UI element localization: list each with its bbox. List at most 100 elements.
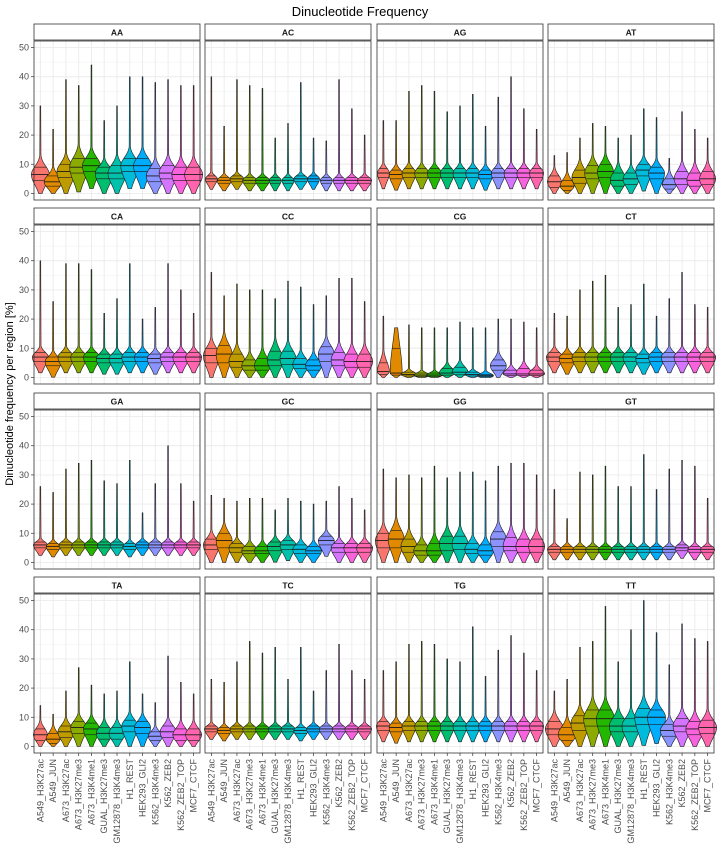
violin-gm12878_h3k4me3 <box>451 471 469 563</box>
y-tick-label: 20 <box>19 499 29 509</box>
facet-label: GA <box>111 397 124 407</box>
violin-a673_h3k27me3 <box>413 477 430 563</box>
x-tick-label: A673_H3K27ac <box>575 759 585 823</box>
violin-a549_h3k27ac <box>31 105 50 194</box>
facet-strip <box>204 576 372 594</box>
violin-hek293_gli2 <box>305 304 322 378</box>
violin-a673_h3k27ac <box>400 324 418 378</box>
violin-k562_zeb2_top <box>173 483 189 556</box>
facet-strip <box>33 207 201 225</box>
violin-h1_rest <box>634 600 654 746</box>
violin-k562_h3k4me3 <box>146 82 165 194</box>
x-tick-label: MCF7_CTCF <box>189 758 199 812</box>
x-tick-label: K562_ZEB2_TOP <box>347 759 357 831</box>
y-tick-label: 40 <box>19 72 29 82</box>
violin-gm12878_h3k4me3 <box>622 304 640 374</box>
facet-label: AT <box>626 28 638 38</box>
y-tick-label: 20 <box>19 130 29 140</box>
violin-mcf7_ctcf <box>700 497 715 561</box>
violin-a673_h3k27ac <box>571 289 589 374</box>
x-tick-label: GUAL_H3K27me3 <box>99 759 109 834</box>
facet-strip <box>547 23 715 41</box>
violin-a673_h3k4me1 <box>254 289 271 378</box>
violin-gual_h3k27me3 <box>266 298 284 378</box>
panel-border <box>376 40 544 201</box>
y-tick-label: 40 <box>19 441 29 451</box>
violin-a673_h3k4me1 <box>597 126 614 194</box>
y-tick-label: 10 <box>19 712 29 722</box>
violin-mcf7_ctcf <box>529 128 544 190</box>
violin-hek293_gli2 <box>647 632 666 744</box>
violin-k562_h3k4me3 <box>490 465 507 563</box>
violin-gm12878_h3k4me3 <box>281 123 295 192</box>
x-tick-label: A673_H3K27me3 <box>245 759 255 830</box>
violin-gual_h3k27me3 <box>438 477 456 563</box>
violin-a673_h3k27me3 <box>242 641 257 740</box>
violin-a673_h3k27me3 <box>413 327 431 378</box>
facet-strip <box>33 23 201 41</box>
violin-k562_h3k4me3 <box>491 649 506 743</box>
violin-h1_rest <box>293 82 309 190</box>
violin-a673_h3k4me1 <box>255 652 270 740</box>
facet-label: AG <box>454 28 467 38</box>
violin-a549_h3k27ac <box>377 315 390 378</box>
violin-h1_rest <box>464 471 482 563</box>
violin-h1_rest <box>465 626 481 743</box>
x-tick-label: K562_ZEB2_TOP <box>176 759 186 831</box>
violin-a673_h3k27ac <box>58 468 74 556</box>
panel-tc: TC <box>204 576 372 754</box>
violin-a673_h3k27me3 <box>241 289 258 378</box>
violin-k562_zeb2 <box>332 79 346 192</box>
violin-k562_zeb2 <box>673 272 691 374</box>
x-tick-label: MCF7_CTCF <box>360 758 370 812</box>
facet-label: AA <box>111 28 123 38</box>
violin-k562_h3k4me3 <box>147 307 164 375</box>
panel-cg: CG <box>376 207 545 385</box>
x-tick-label: HEK293_GLI2 <box>309 759 319 817</box>
violin-a673_h3k27ac <box>57 263 75 374</box>
facet-strip <box>376 392 544 410</box>
panel-border <box>204 409 372 570</box>
y-tick-label: 10 <box>19 343 29 353</box>
x-tick-label: HEK293_GLI2 <box>652 759 662 817</box>
x-tick-label: GUAL_H3K27me3 <box>442 759 452 834</box>
facet-strip <box>33 392 201 410</box>
x-tick-label: A673_H3K27me3 <box>74 759 84 830</box>
facet-label: GG <box>453 397 467 407</box>
violin-hek293_gli2 <box>307 137 320 190</box>
violin-a549_jun <box>45 492 61 558</box>
x-tick-label: HEK293_GLI2 <box>481 759 491 817</box>
facet-label: CT <box>625 212 637 222</box>
violin-k562_zeb2 <box>673 111 691 194</box>
violin-a549_jun <box>44 301 62 378</box>
violin-hek293_gli2 <box>477 327 494 378</box>
y-tick-label: 10 <box>19 528 29 538</box>
violin-mcf7_ctcf <box>699 137 716 194</box>
x-tick-label: GUAL_H3K27me3 <box>270 759 280 834</box>
violin-a673_h3k4me1 <box>426 465 443 563</box>
violin-gm12878_h3k4me3 <box>623 486 639 561</box>
y-tick-label: 40 <box>19 625 29 635</box>
y-tick-label: 10 <box>19 159 29 169</box>
panel-ct: CT <box>546 207 716 385</box>
violin-gual_h3k27me3 <box>96 480 112 556</box>
violin-mcf7_ctcf <box>357 679 372 740</box>
x-tick-label: K562_ZEB2 <box>334 759 344 808</box>
x-tick-label: A549_H3K27ac <box>549 759 559 823</box>
violin-k562_zeb2_top <box>516 652 532 743</box>
panel-cc: CC <box>203 207 373 385</box>
panel-border <box>33 409 201 570</box>
violin-a673_h3k27me3 <box>242 85 257 192</box>
y-tick-label: 40 <box>19 256 29 266</box>
violin-a673_h3k4me1 <box>255 88 270 192</box>
x-tick-label: K562_ZEB2 <box>163 759 173 808</box>
violin-a673_h3k4me1 <box>82 64 101 189</box>
violin-k562_zeb2_top <box>171 85 191 194</box>
violin-mcf7_ctcf <box>185 312 202 374</box>
violin-k562_zeb2_top <box>515 321 533 378</box>
violin-gual_h3k27me3 <box>610 486 626 561</box>
violin-k562_zeb2 <box>160 445 176 556</box>
panel-border <box>204 40 372 201</box>
panel-tg: TG <box>376 576 544 754</box>
violin-k562_zeb2 <box>331 644 347 740</box>
